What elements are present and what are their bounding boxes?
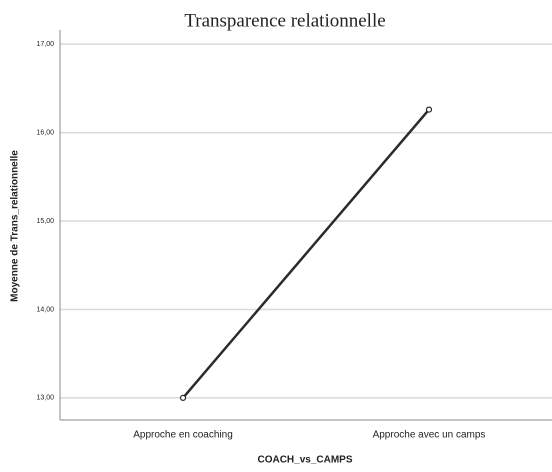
y-tick-label: 13,00 (36, 395, 54, 402)
chart-title: Transparence relationnelle (184, 10, 385, 31)
y-tick-label: 16,00 (36, 129, 54, 136)
x-axis-label: COACH_vs_CAMPS (257, 455, 352, 466)
y-tick-label: 14,00 (36, 306, 54, 313)
y-tick-label: 15,00 (36, 218, 54, 225)
y-tick-label: 17,00 (36, 41, 54, 48)
x-tick-label: Approche avec un camps (373, 430, 486, 441)
y-axis-label: Moyenne de Trans_relationnelle (10, 150, 21, 302)
line (182, 108, 430, 399)
point (179, 394, 187, 401)
point (425, 106, 433, 113)
x-tick-label: Approche en coaching (133, 430, 233, 441)
